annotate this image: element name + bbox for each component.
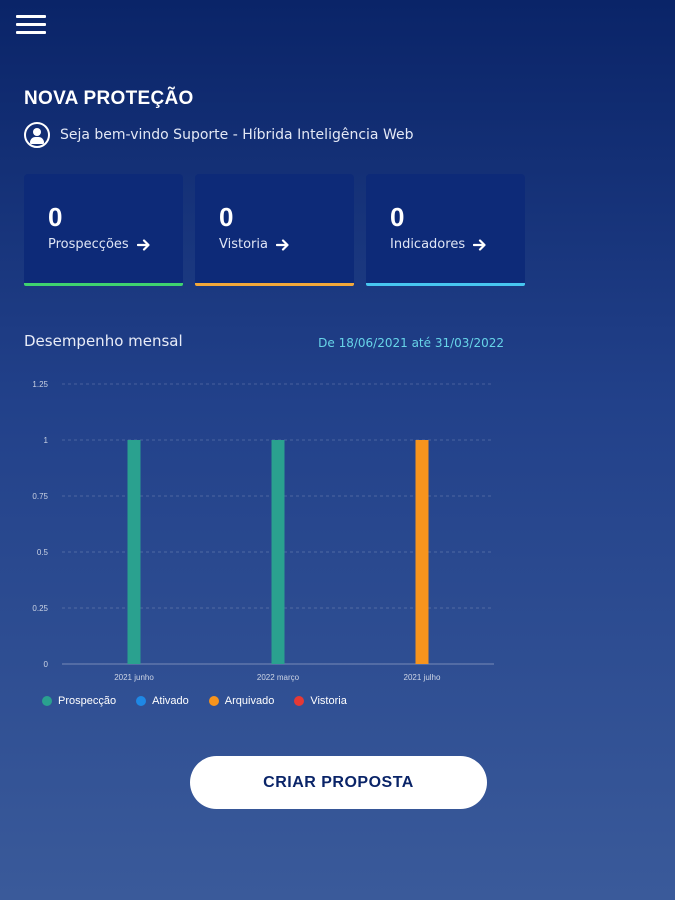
card-accent-bar [366, 283, 525, 286]
card-accent-bar [24, 283, 183, 286]
card-label: Vistoria [219, 237, 268, 252]
card-accent-bar [195, 283, 354, 286]
chart-bar[interactable] [271, 440, 285, 664]
legend-item[interactable]: Arquivado [208, 695, 275, 707]
arrow-right-icon [473, 238, 486, 251]
welcome-message: Seja bem-vindo Suporte - Híbrida Intelig… [24, 122, 413, 148]
chart-bar[interactable] [415, 440, 429, 664]
y-tick-label: 0 [44, 660, 49, 669]
legend-dot [208, 696, 219, 706]
page-title: NOVA PROTEÇÃO [24, 88, 194, 109]
card-value: 0 [48, 202, 63, 232]
legend-dot [136, 696, 147, 706]
chart-svg: 1.25 1 0.75 0.5 0.25 0 2021 junho 2022 março 202… [32, 380, 494, 682]
legend-dot [42, 696, 52, 706]
x-tick-label: 2021 junho [114, 673, 154, 682]
user-icon [24, 122, 50, 148]
card-value: 0 [390, 202, 405, 232]
legend-label: Ativado [152, 695, 189, 707]
monthly-performance-chart: 1.25 1 0.75 0.5 0.25 0 2021 junho 2022 março 202… [24, 372, 504, 692]
create-proposal-button[interactable]: CRIAR PROPOSTA [190, 756, 487, 809]
legend-dot [294, 696, 305, 706]
chart-legend: Prospecção Ativado Arquivado Vistoria [42, 695, 347, 707]
legend-label: Arquivado [224, 695, 275, 707]
x-tick-label: 2021 julho [404, 673, 441, 682]
arrow-right-icon [275, 238, 289, 251]
y-tick-label: 0.75 [32, 492, 48, 501]
card-vistoria[interactable]: 0 Vistoria [195, 174, 354, 286]
legend-item[interactable]: Ativado [136, 695, 189, 707]
welcome-text: Seja bem-vindo Suporte - Híbrida Intelig… [60, 127, 414, 143]
x-tick-label: 2022 março [257, 673, 300, 682]
y-tick-label: 0.25 [32, 604, 48, 613]
legend-item[interactable]: Prospecção [42, 695, 116, 707]
y-tick-label: 0.5 [37, 548, 49, 557]
card-label: Indicadores [390, 237, 466, 252]
card-prospeccoes[interactable]: 0 Prospecções [24, 174, 183, 286]
summary-cards: 0 Prospecções 0 Vistoria 0 Indicadores [24, 174, 525, 286]
legend-label: Vistoria [310, 695, 347, 707]
date-range[interactable]: De 18/06/2021 até 31/03/2022 [318, 336, 504, 350]
y-tick-label: 1.25 [32, 380, 48, 389]
card-value: 0 [219, 202, 234, 232]
arrow-right-icon [136, 238, 150, 251]
card-indicadores[interactable]: 0 Indicadores [366, 174, 525, 286]
legend-item[interactable]: Vistoria [294, 695, 347, 707]
section-title: Desempenho mensal [24, 332, 183, 350]
card-label: Prospecções [48, 237, 129, 252]
hamburger-menu-icon[interactable] [16, 14, 46, 36]
y-tick-label: 1 [44, 436, 49, 445]
legend-label: Prospecção [58, 695, 117, 707]
chart-bar[interactable] [127, 440, 141, 664]
